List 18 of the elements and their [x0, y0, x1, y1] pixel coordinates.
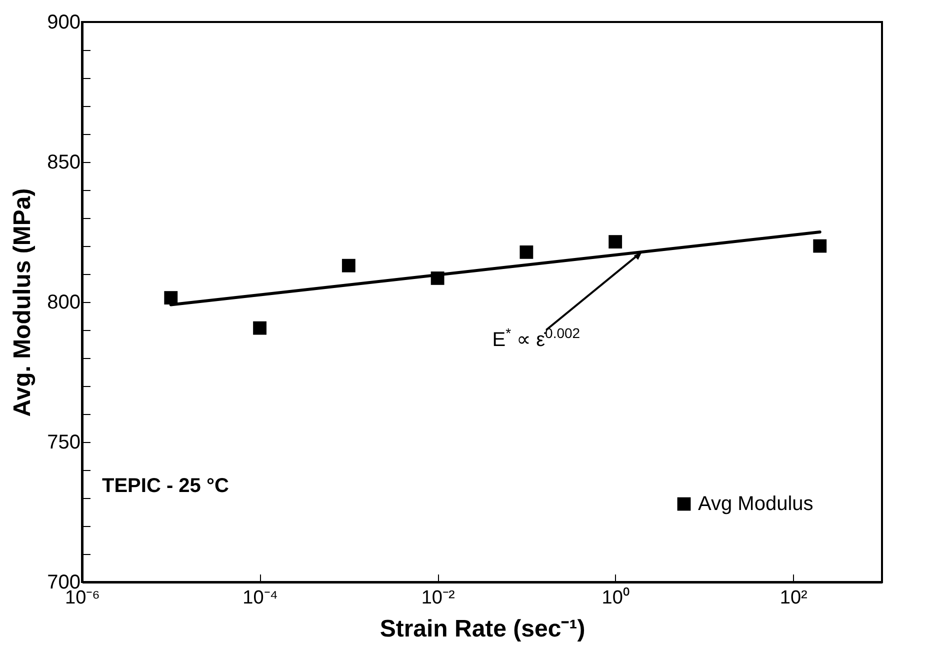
point	[253, 321, 266, 335]
y-tick-label: 800	[47, 292, 80, 314]
point	[608, 235, 622, 249]
point	[164, 291, 178, 305]
y-axis-title: Avg. Modulus (MPa)	[9, 188, 36, 417]
point	[520, 245, 534, 259]
annotation: TEPIC - 25 °C	[102, 475, 229, 497]
point	[342, 258, 356, 272]
x-tick-label: 10⁻²	[421, 588, 455, 608]
x-tick-label: 10⁰	[602, 586, 630, 608]
annotation: E$^{*}$ ∝ ε̇$^{0.002}$	[492, 325, 580, 351]
x-tick-label: 10²	[780, 588, 808, 608]
y-tick-label: 900	[47, 12, 80, 34]
y-tick-label: 850	[47, 152, 80, 174]
x-axis-title: Strain Rate (sec⁻¹)	[380, 616, 586, 642]
x-tick-label: 10⁻⁴	[242, 588, 278, 608]
legend-label: Avg Modulus	[698, 493, 814, 515]
y-tick-label: 750	[47, 432, 80, 454]
